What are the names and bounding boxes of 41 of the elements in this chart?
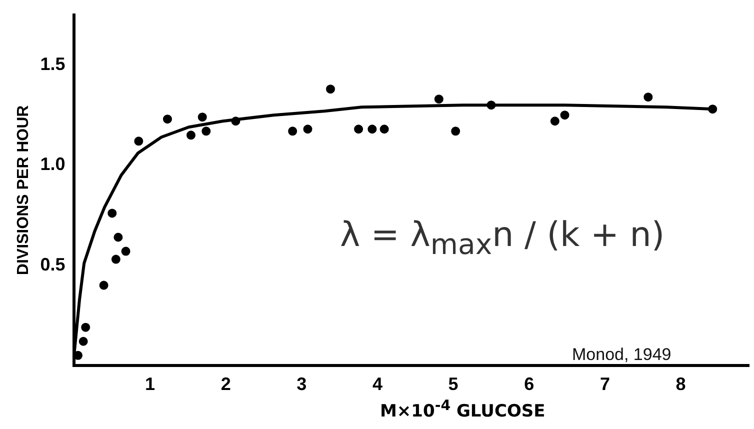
point [202, 126, 211, 136]
point [368, 124, 377, 134]
point [288, 126, 298, 136]
x-tick-label: 6 [524, 374, 534, 394]
point [121, 246, 130, 256]
point [434, 94, 444, 104]
x-tick-label: 3 [296, 374, 307, 394]
point [111, 254, 120, 264]
y-tick-label: 1.0 [40, 154, 66, 174]
point [162, 114, 172, 124]
point [81, 322, 90, 332]
point [108, 208, 117, 218]
point [78, 336, 88, 346]
point [303, 124, 312, 134]
x-tick-label: 5 [448, 374, 458, 394]
annotation: Monod, 1949 [572, 345, 672, 365]
x-axis-title: M×10$^{-4}$ GLUCOSE [380, 398, 546, 422]
point [560, 110, 570, 120]
x-tick-label: 1 [145, 374, 156, 394]
point [354, 124, 364, 134]
point [708, 104, 718, 114]
x-tick-label: 4 [372, 374, 382, 394]
y-axis-title: DIVISIONS PER HOUR [15, 104, 32, 276]
x-tick-label: 2 [220, 374, 231, 394]
point [99, 280, 108, 290]
y-tick-label: 0.5 [40, 254, 66, 274]
point [486, 100, 496, 110]
point [451, 126, 460, 136]
point [198, 112, 207, 122]
point [644, 92, 653, 102]
annotation: λ = λ$_{max}$n / (k + n) [340, 215, 665, 261]
y-tick-label: 1.5 [40, 54, 66, 74]
x-tick-label: 7 [600, 374, 610, 394]
point [114, 232, 123, 242]
point [380, 124, 389, 134]
point [550, 116, 560, 126]
x-tick-label: 8 [676, 374, 686, 394]
point [134, 136, 144, 146]
point [231, 116, 240, 126]
point [186, 130, 196, 140]
point [326, 84, 335, 94]
